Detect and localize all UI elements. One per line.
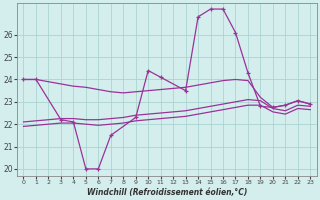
X-axis label: Windchill (Refroidissement éolien,°C): Windchill (Refroidissement éolien,°C): [87, 188, 247, 197]
